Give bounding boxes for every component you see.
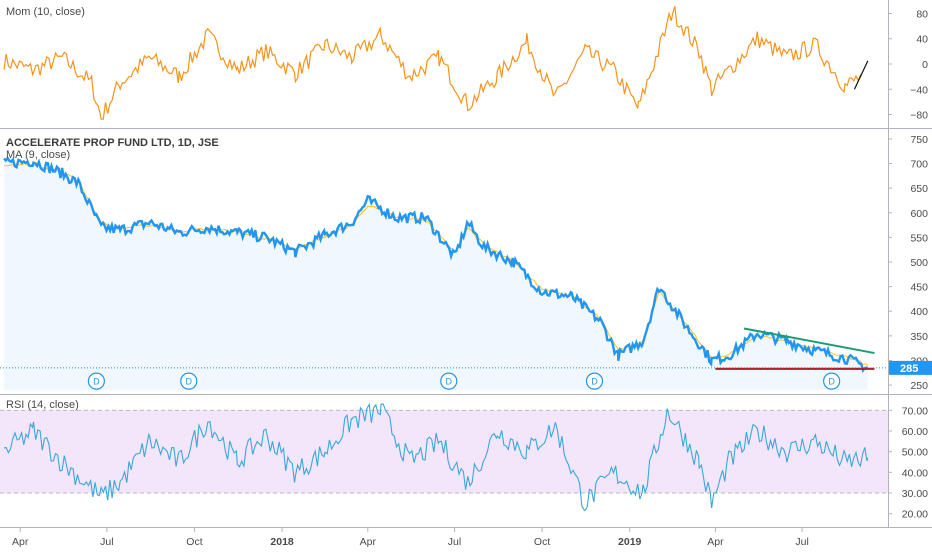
y-tick-label: 400	[910, 306, 928, 318]
dividend-marker-label: D	[446, 377, 453, 387]
dividend-marker-label: D	[93, 377, 100, 387]
momentum-title: Mom (10, close)	[6, 6, 85, 18]
dividend-marker[interactable]	[180, 372, 198, 390]
dividend-marker-label: D	[186, 377, 193, 387]
dividend-marker-label: D	[591, 377, 598, 387]
y-tick-label: 600	[910, 208, 928, 220]
y-tick-label: 80	[916, 8, 928, 20]
dividend-marker[interactable]	[823, 372, 841, 390]
y-tick-label: 250	[910, 380, 928, 392]
y-tick-label: 500	[910, 257, 928, 269]
resistance-trendline[interactable]	[743, 327, 875, 355]
price-series-line	[3, 156, 868, 374]
x-tick-label: Oct	[186, 536, 202, 548]
y-tick-label: 40	[916, 34, 928, 46]
x-tick-label: Apr	[360, 536, 377, 548]
ma-title: MA (9, close)	[6, 149, 70, 161]
dividend-marker[interactable]	[440, 372, 458, 390]
x-tick-label: Jul	[448, 536, 461, 548]
dividend-marker-label: D	[828, 377, 835, 387]
price-area-fill	[4, 158, 868, 390]
y-tick-label: 0	[922, 59, 928, 71]
momentum-trendline[interactable]	[853, 60, 869, 90]
y-tick-label: 750	[910, 134, 928, 146]
x-tick-label: Jul	[100, 536, 113, 548]
rsi-title: RSI (14, close)	[6, 399, 79, 411]
last-price-label-bg	[889, 360, 932, 375]
x-tick-label: Jul	[795, 536, 808, 548]
y-tick-label: 550	[910, 232, 928, 244]
y-tick-label: 650	[910, 183, 928, 195]
y-axis-ticks: 80400−40−8075070065060055050045040035030…	[888, 8, 928, 521]
y-tick-label: 50.00	[902, 447, 928, 459]
x-tick-label: Apr	[707, 536, 724, 548]
y-tick-label: 40.00	[902, 467, 928, 479]
x-axis-ticks: Apr Jul Oct 2018 Apr Jul Oct 2019 Apr Jul	[12, 528, 809, 548]
rsi-series-line	[3, 402, 869, 512]
y-tick-label: 20.00	[902, 509, 928, 521]
dividend-marker[interactable]	[87, 372, 105, 390]
x-tick-label: Apr	[12, 536, 29, 548]
y-tick-label: 350	[910, 331, 928, 343]
y-tick-label: −80	[910, 110, 928, 122]
x-tick-label: Oct	[534, 536, 550, 548]
x-tick-label: 2018	[270, 536, 294, 548]
y-tick-label: 450	[910, 282, 928, 294]
y-tick-label: −40	[910, 84, 928, 96]
momentum-series-line	[3, 6, 862, 120]
y-tick-label: 60.00	[902, 426, 928, 438]
last-price-label: 285	[900, 363, 918, 375]
y-tick-label: 70.00	[902, 405, 928, 417]
dividend-marker[interactable]	[585, 372, 604, 390]
y-tick-label: 30.00	[902, 488, 928, 500]
x-tick-label: 2019	[618, 536, 642, 548]
price-title: ACCELERATE PROP FUND LTD, 1D, JSE	[6, 137, 219, 149]
y-tick-label: 700	[910, 159, 928, 171]
